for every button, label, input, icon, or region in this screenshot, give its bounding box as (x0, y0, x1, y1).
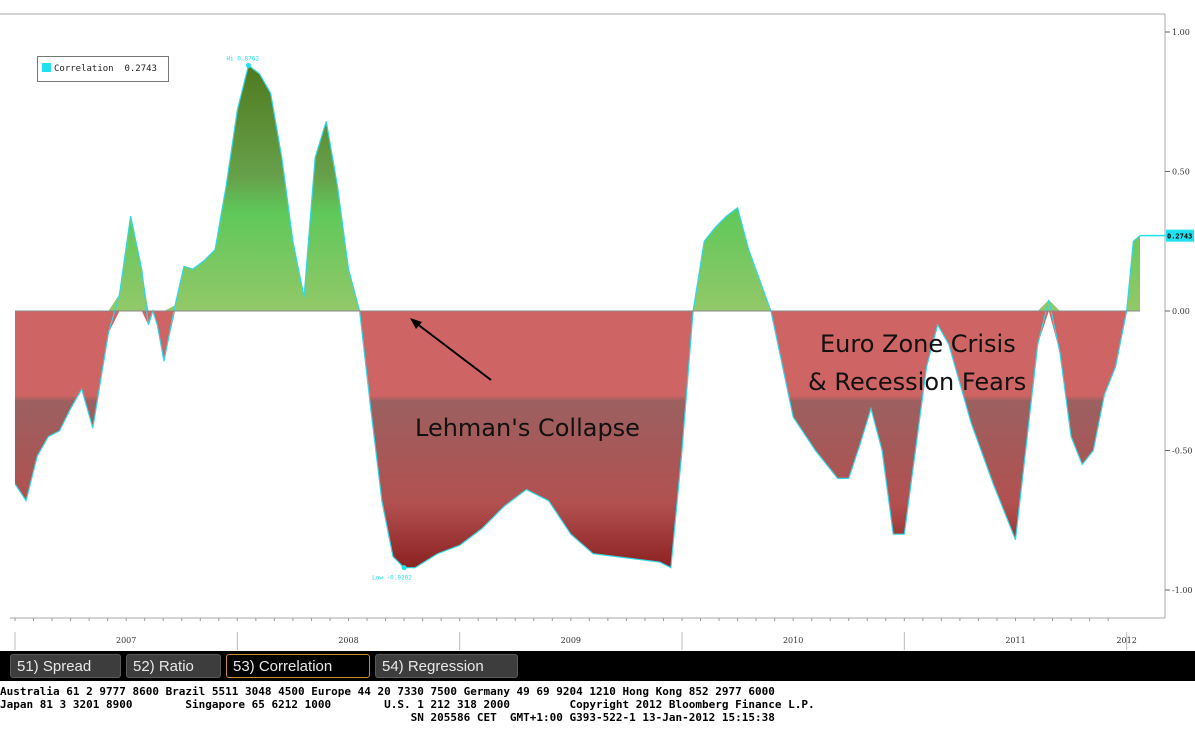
x-tick-label: 2008 (338, 636, 358, 645)
legend: Correlation 0.2743 (37, 56, 169, 82)
x-tick-label: 2012 (1116, 636, 1136, 645)
max-marker: Hi 0.8762 (226, 55, 259, 68)
lehman-label: Lehman's Collapse (415, 414, 640, 442)
y-tick-label: -0.50 (1172, 447, 1193, 456)
contact-footer: Australia 61 2 9777 8600 Brazil 5511 304… (0, 681, 1195, 731)
y-tick-label: -1.00 (1172, 586, 1193, 595)
lehman-arrow (411, 319, 492, 381)
footer-line-1: Australia 61 2 9777 8600 Brazil 5511 304… (0, 685, 775, 698)
correlation-chart: 1.000.500.00-0.50-1.00 2007 2008 2009 2010 2… (0, 13, 1194, 650)
euro-recession-label: & Recession Fears (808, 368, 1026, 396)
x-axis-ticks: 2007 2008 2009 2010 2011 2012 (14, 618, 1137, 650)
x-tick-label: 2010 (783, 636, 803, 645)
negative-area (15, 311, 1140, 568)
legend-label: Correlation (54, 64, 114, 74)
y-tick-label: 1.00 (1172, 28, 1190, 37)
footer-line-2: Japan 81 3 3201 8900 Singapore 65 6212 1… (0, 698, 815, 711)
euro-crisis-label: Euro Zone Crisis (820, 330, 1016, 358)
correlation-line (14, 64, 1141, 569)
y-tick-label: 0.50 (1172, 168, 1190, 177)
correlation-series-line (14, 64, 1141, 569)
tab-ratio[interactable]: 52) Ratio (126, 654, 221, 678)
tab-spread[interactable]: 51) Spread (10, 654, 121, 678)
y-tick-label: 0.00 (1172, 307, 1190, 316)
tab-correlation[interactable]: 53) Correlation (226, 654, 370, 678)
min-marker: Low -0.9202 (372, 565, 412, 582)
max-label: Hi 0.8762 (226, 55, 259, 62)
correlation-area (15, 65, 1140, 568)
footer-line-3: SN 205586 CET GMT+1:00 G393-522-1 13-Jan… (0, 711, 775, 724)
lehman-annotation: Lehman's Collapse (410, 318, 640, 442)
legend-value: 0.2743 (124, 64, 157, 74)
function-tab-bar: 51) Spread 52) Ratio 53) Correlation 54)… (0, 651, 1195, 681)
positive-area (15, 65, 1140, 311)
tab-regression[interactable]: 54) Regression (375, 654, 518, 678)
y-axis-ticks: 1.00 0.50 0.00 -0.50 -1.00 (1165, 28, 1193, 595)
x-tick-label: 2009 (561, 636, 581, 645)
last-value-marker: 0.2743 (1140, 229, 1194, 242)
lehman-arrowhead (410, 318, 422, 329)
legend-swatch (42, 63, 51, 72)
min-label: Low -0.9202 (372, 575, 412, 582)
x-tick-label: 2007 (116, 636, 136, 645)
x-tick-label: 2011 (1005, 636, 1025, 645)
last-value-label: 0.2743 (1167, 233, 1192, 241)
